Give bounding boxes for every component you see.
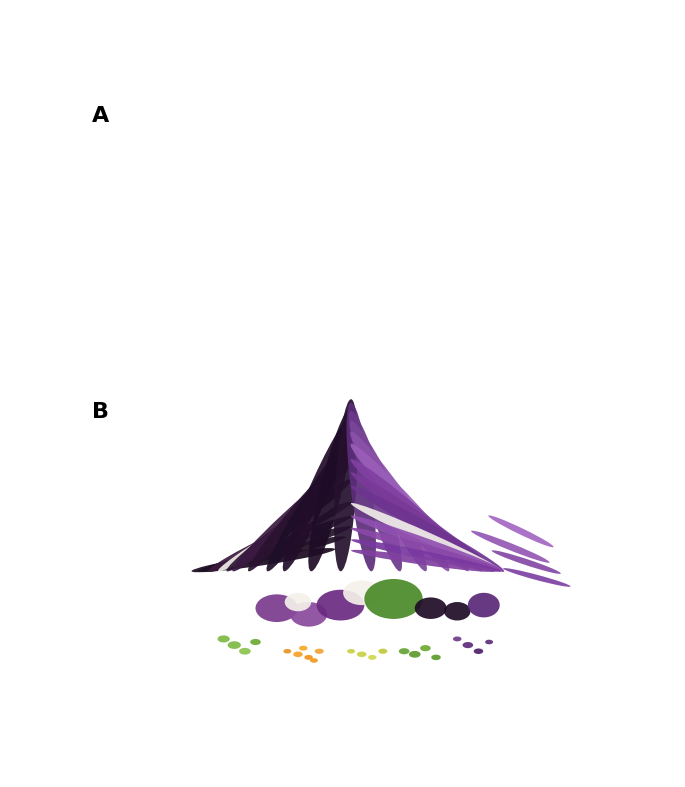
Circle shape (227, 641, 241, 649)
Ellipse shape (334, 399, 358, 571)
Text: A: A (92, 106, 109, 126)
Circle shape (310, 658, 318, 663)
Ellipse shape (206, 527, 351, 571)
Ellipse shape (248, 449, 351, 571)
Ellipse shape (492, 550, 561, 574)
Ellipse shape (198, 536, 346, 572)
Ellipse shape (266, 438, 352, 571)
Ellipse shape (256, 594, 298, 622)
Ellipse shape (350, 420, 427, 571)
Ellipse shape (471, 530, 549, 563)
Circle shape (368, 655, 377, 660)
Circle shape (474, 648, 483, 654)
Circle shape (250, 639, 261, 645)
Ellipse shape (351, 459, 482, 571)
Ellipse shape (285, 593, 311, 611)
Ellipse shape (503, 568, 571, 587)
Ellipse shape (351, 539, 501, 571)
Ellipse shape (343, 581, 380, 605)
Circle shape (399, 648, 410, 654)
Circle shape (462, 642, 473, 648)
Ellipse shape (227, 479, 351, 571)
Circle shape (453, 637, 462, 641)
Circle shape (432, 655, 440, 660)
Circle shape (347, 649, 355, 653)
Circle shape (357, 652, 366, 657)
Ellipse shape (350, 431, 449, 571)
Circle shape (239, 648, 251, 655)
Ellipse shape (351, 528, 504, 571)
Circle shape (293, 652, 303, 657)
Circle shape (218, 635, 229, 642)
Ellipse shape (218, 492, 351, 571)
Ellipse shape (414, 597, 447, 619)
Text: World Map (requires geopandas): World Map (requires geopandas) (192, 230, 510, 249)
Circle shape (409, 651, 421, 658)
Ellipse shape (347, 403, 376, 571)
Ellipse shape (232, 462, 351, 571)
Ellipse shape (351, 486, 504, 571)
Ellipse shape (488, 515, 553, 547)
Ellipse shape (283, 416, 353, 571)
Circle shape (314, 648, 324, 654)
Ellipse shape (208, 502, 351, 571)
Ellipse shape (351, 515, 504, 571)
Text: B: B (92, 402, 109, 422)
Circle shape (420, 645, 431, 651)
Circle shape (284, 649, 291, 653)
Ellipse shape (351, 503, 502, 571)
Ellipse shape (316, 589, 364, 620)
Ellipse shape (192, 548, 335, 572)
Ellipse shape (468, 593, 499, 618)
Ellipse shape (444, 602, 471, 620)
Ellipse shape (351, 550, 495, 572)
Ellipse shape (351, 444, 469, 571)
Ellipse shape (349, 411, 402, 571)
Circle shape (378, 648, 388, 654)
Ellipse shape (210, 516, 351, 571)
Circle shape (485, 640, 493, 645)
Circle shape (304, 655, 313, 660)
Ellipse shape (308, 407, 354, 571)
Ellipse shape (351, 472, 495, 571)
Ellipse shape (290, 602, 327, 626)
Ellipse shape (364, 579, 423, 619)
Circle shape (299, 645, 308, 651)
